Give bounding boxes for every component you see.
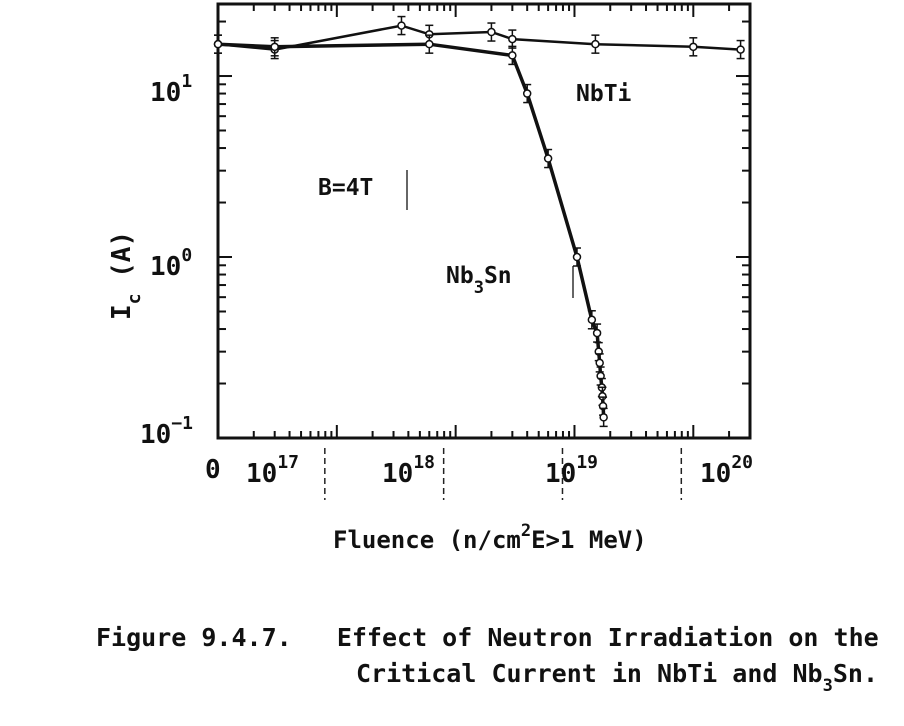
data-point — [522, 89, 532, 98]
plot-frame — [216, 2, 752, 440]
data-point — [595, 358, 604, 368]
data-point — [425, 39, 434, 49]
data-point — [587, 315, 597, 325]
y-tick-label-10-0: 100 — [150, 245, 192, 282]
x-tick-label-10-19: 1019 — [545, 452, 598, 489]
caption-subscript: 3 — [822, 676, 833, 696]
tick-marks — [217, 4, 751, 500]
data-point — [599, 413, 608, 422]
data-point — [508, 34, 517, 44]
figure-caption-line2: Critical Current in NbTi and Nb3Sn. — [356, 659, 878, 696]
x-tick-label-10-18: 1018 — [382, 452, 435, 489]
x-tick-label-10-20: 1020 — [700, 452, 753, 489]
y-axis-label: Ic (A) — [107, 231, 145, 320]
data-point — [213, 39, 223, 49]
caption-text-line2: Critical Current in NbTi and Nb — [356, 659, 823, 688]
data-point — [270, 42, 279, 52]
series-label-nbti: NbTi — [576, 81, 632, 107]
caption-text-line1: Effect of Neutron Irradiation on the — [336, 623, 879, 652]
data-point — [592, 328, 602, 338]
annotation-b-field: B=4T — [318, 175, 373, 201]
data-point — [487, 27, 496, 37]
data-point — [543, 154, 553, 163]
series-line-nb3sn — [217, 42, 606, 418]
data-point — [508, 51, 517, 60]
y-tick-label-10-1: 101 — [150, 71, 192, 108]
series-layer — [213, 15, 745, 428]
caption-text-line2-end: Sn. — [832, 659, 878, 688]
x-tick-label-10-17: 1017 — [246, 452, 299, 489]
data-point — [736, 45, 745, 54]
figure-caption-line1: Figure 9.4.7. Effect of Neutron Irradiat… — [96, 623, 879, 652]
data-point — [572, 252, 582, 262]
data-point — [591, 39, 600, 49]
series-label-nb3sn: Nb3Sn — [446, 263, 512, 298]
y-tick-label-10-minus1: 10−1 — [140, 413, 193, 450]
x-axis-label: Fluence (n/cm2E>1 MeV) — [333, 521, 647, 554]
data-point — [596, 371, 605, 381]
data-point — [397, 21, 406, 30]
x-tick-label-0: 0 — [205, 455, 221, 485]
data-point — [689, 42, 698, 52]
chart: 101 100 10−1 0 1017 1018 1019 1020 Fluen… — [107, 2, 753, 554]
caption-figure-number: Figure 9.4.7. — [96, 623, 292, 652]
